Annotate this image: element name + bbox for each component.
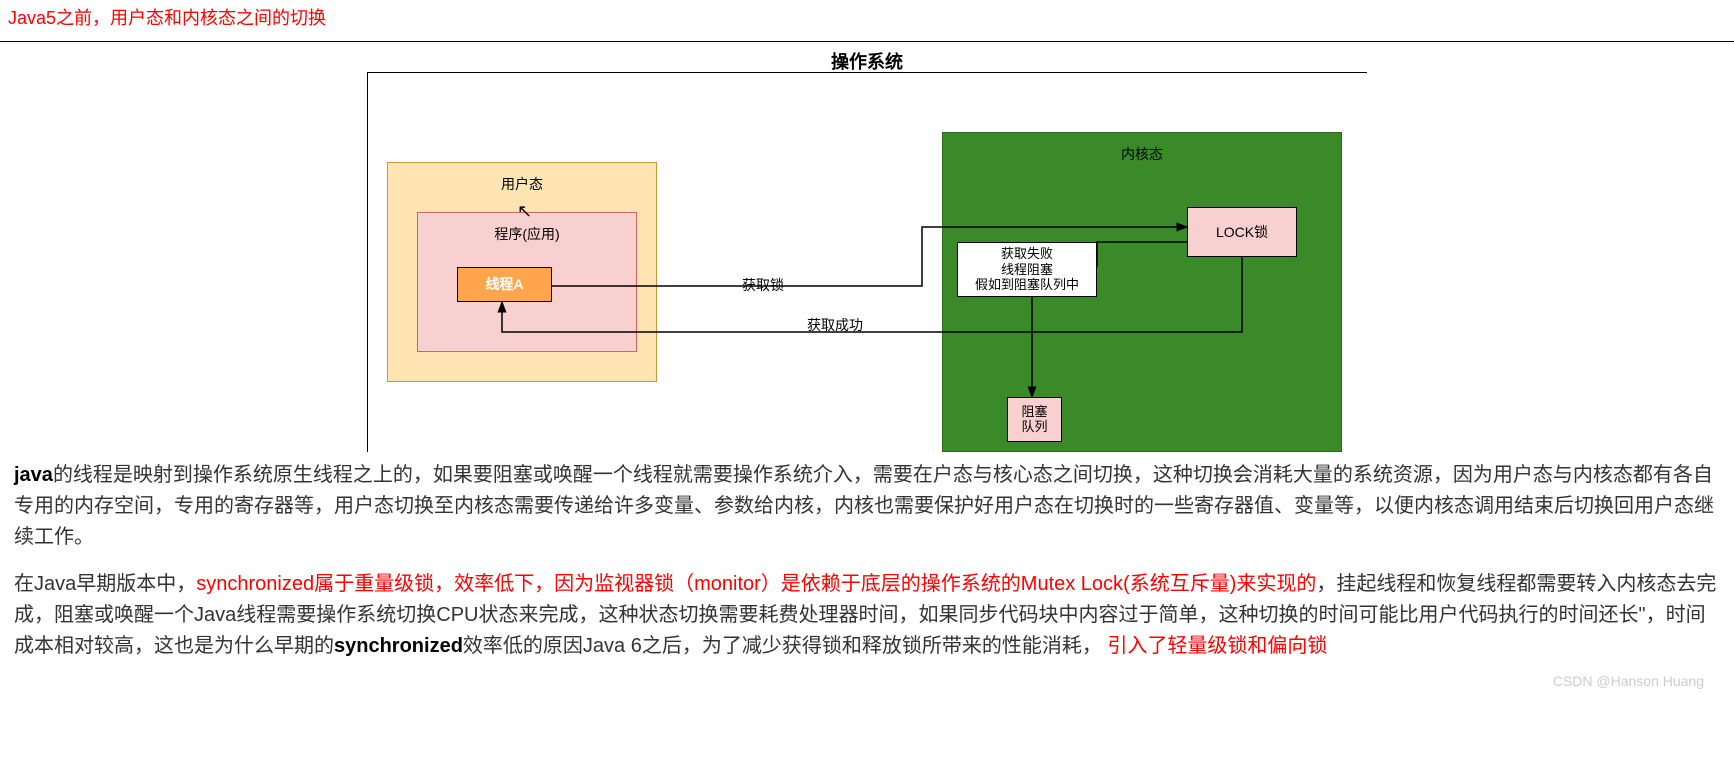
thread-a-label: 线程A — [485, 273, 523, 295]
fail-line3: 假如到阻塞队列中 — [975, 277, 1079, 293]
fail-line1: 获取失败 — [975, 246, 1079, 262]
paragraph-2: 在Java早期版本中，synchronized属于重量级锁，效率低下，因为监视器… — [0, 561, 1734, 670]
page-heading: Java5之前，用户态和内核态之间的切换 — [0, 0, 1734, 37]
p2-bold: synchronized — [334, 635, 463, 657]
kernel-mode-label: 内核态 — [1121, 143, 1163, 165]
p2-red2: 引入了轻量级锁和偏向锁 — [1102, 635, 1328, 657]
program-app-label: 程序(应用) — [494, 223, 559, 245]
p2-red1: synchronized属于重量级锁，效率低下，因为监视器锁（monitor）是… — [196, 573, 1316, 595]
fail-line2: 线程阻塞 — [975, 262, 1079, 278]
os-border-left — [367, 72, 368, 452]
fail-box: 获取失败 线程阻塞 假如到阻塞队列中 — [957, 242, 1097, 297]
lock-box: LOCK锁 — [1187, 207, 1297, 257]
p1-bold: java — [14, 464, 53, 486]
p2-t1: 在Java早期版本中， — [14, 573, 196, 595]
p2-t5: 效率低的原因Java 6之后，为了减少获得锁和释放锁所带来的性能消耗， — [463, 635, 1102, 657]
block-queue-l2: 队列 — [1021, 419, 1047, 435]
lock-label: LOCK锁 — [1216, 221, 1268, 243]
watermark: CSDN @Hanson Huang — [0, 670, 1734, 692]
diagram-container: 操作系统 用户态 程序(应用) 线程A 内核态 LOCK锁 获取失败 线程阻塞 … — [0, 42, 1734, 452]
block-queue-box: 阻塞 队列 — [1007, 397, 1062, 442]
thread-a-box: 线程A — [457, 267, 552, 302]
paragraph-1: java的线程是映射到操作系统原生线程之上的，如果要阻塞或唤醒一个线程就需要操作… — [0, 452, 1734, 561]
acquire-success-label: 获取成功 — [807, 314, 863, 336]
os-diagram: 操作系统 用户态 程序(应用) 线程A 内核态 LOCK锁 获取失败 线程阻塞 … — [367, 42, 1367, 452]
os-border-top — [367, 72, 1367, 73]
user-mode-label: 用户态 — [501, 173, 543, 195]
p1-text: 的线程是映射到操作系统原生线程之上的，如果要阻塞或唤醒一个线程就需要操作系统介入… — [14, 464, 1714, 548]
block-queue-l1: 阻塞 — [1021, 404, 1047, 420]
acquire-lock-label: 获取锁 — [742, 274, 784, 296]
